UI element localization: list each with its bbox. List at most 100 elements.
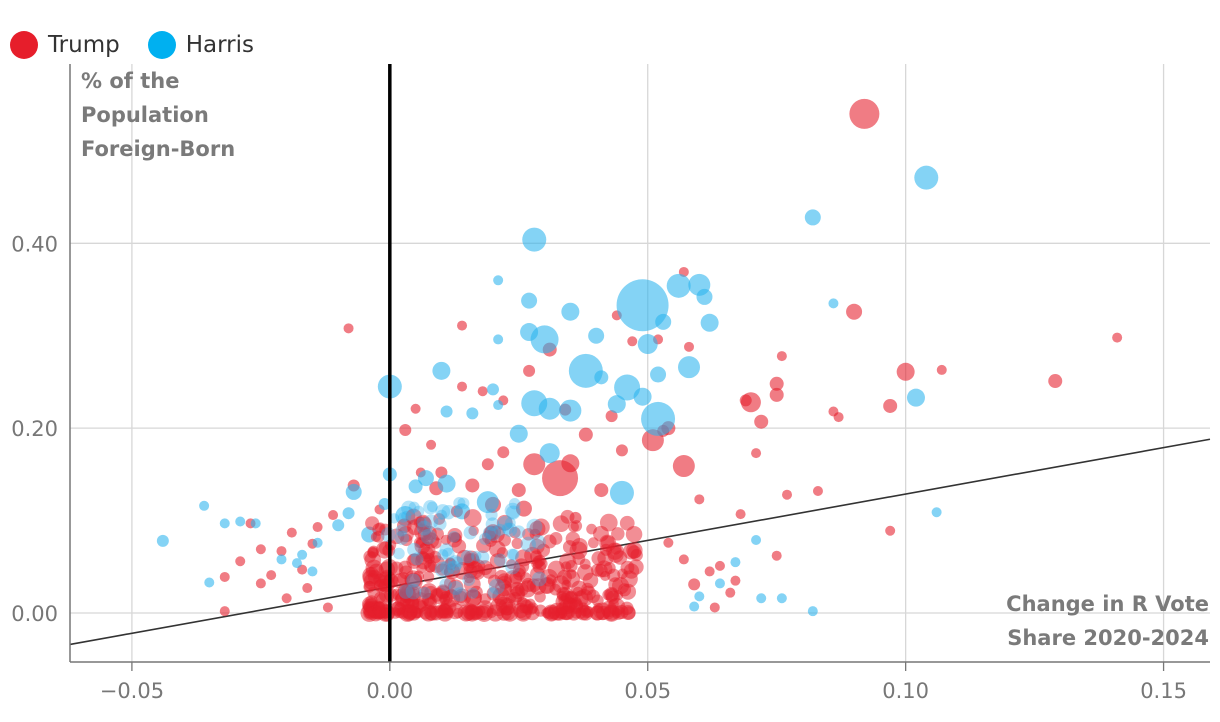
point-harris-cluster: [485, 517, 500, 532]
point-harris: [493, 400, 504, 411]
point-harris: [199, 500, 210, 511]
x-tick-label: −0.05: [100, 679, 164, 703]
legend-item-trump[interactable]: Trump: [10, 31, 120, 59]
point-trump-cluster: [560, 561, 572, 572]
point-harris: [432, 361, 451, 380]
point-trump-cluster: [511, 537, 523, 550]
point-harris: [466, 407, 479, 420]
point-trump-cluster: [447, 527, 463, 543]
point-trump: [936, 364, 947, 375]
point-trump: [735, 509, 746, 520]
legend-label-trump: Trump: [48, 32, 120, 58]
point-trump: [1048, 374, 1063, 389]
point-harris: [204, 577, 215, 588]
chart-legend: Trump Harris: [10, 31, 282, 59]
point-trump: [219, 571, 230, 582]
point-trump-cluster: [600, 535, 615, 550]
point-trump-cluster: [391, 588, 403, 600]
point-trump: [235, 556, 246, 567]
point-harris: [588, 327, 605, 344]
point-harris-cluster: [416, 517, 427, 528]
point-trump: [846, 303, 863, 320]
point-trump: [709, 602, 720, 613]
point-harris: [616, 279, 669, 332]
point-harris-cluster: [502, 522, 518, 537]
point-harris-cluster: [506, 548, 519, 561]
point-trump: [828, 406, 839, 417]
point-harris-cluster: [420, 528, 437, 545]
point-trump: [812, 486, 823, 497]
point-trump-cluster: [368, 545, 380, 557]
point-harris-cluster: [520, 536, 536, 553]
x-tick-label: 0.15: [1140, 679, 1187, 703]
point-harris-cluster: [426, 501, 438, 513]
point-harris-cluster: [406, 573, 421, 588]
point-harris-cluster: [531, 571, 547, 587]
point-trump-cluster: [477, 560, 493, 576]
point-trump-cluster: [436, 585, 451, 600]
point-harris: [689, 601, 700, 612]
x-tick-label: 0.00: [366, 679, 413, 703]
point-trump: [477, 386, 488, 397]
point-trump: [714, 560, 725, 571]
point-harris-cluster: [433, 517, 447, 531]
point-harris: [156, 534, 169, 547]
point-harris-cluster: [482, 526, 496, 540]
point-harris-cluster: [407, 542, 421, 557]
point-trump-cluster: [506, 559, 517, 570]
point-trump-cluster: [534, 591, 546, 603]
point-harris-cluster: [453, 497, 466, 510]
point-trump-cluster: [565, 531, 581, 547]
x-tick-label: 0.05: [624, 679, 671, 703]
point-harris-cluster: [416, 520, 432, 536]
point-trump-cluster: [372, 523, 386, 536]
point-trump-cluster: [397, 525, 414, 543]
point-harris: [235, 516, 246, 527]
point-trump: [672, 455, 695, 478]
point-trump-cluster: [547, 560, 565, 578]
point-harris-cluster: [487, 587, 499, 599]
point-harris: [291, 558, 302, 569]
point-trump: [328, 510, 339, 521]
point-trump-cluster: [619, 515, 635, 531]
point-trump-cluster: [463, 560, 475, 572]
point-harris: [730, 557, 741, 568]
point-trump-cluster: [530, 550, 543, 563]
trend-line-layer: [69, 438, 1211, 646]
point-trump: [1112, 332, 1123, 343]
point-harris-cluster: [439, 578, 452, 591]
point-trump-cluster: [374, 591, 386, 604]
point-trump: [465, 478, 480, 493]
point-harris: [476, 491, 499, 514]
point-harris-cluster: [479, 532, 492, 545]
point-harris: [342, 507, 355, 520]
point-harris-cluster: [401, 500, 417, 516]
point-trump: [782, 489, 793, 500]
point-harris-cluster: [397, 512, 409, 523]
point-harris-cluster: [512, 525, 526, 539]
point-harris-cluster: [504, 502, 521, 519]
legend-swatch-harris: [147, 31, 176, 59]
point-trump-cluster: [517, 596, 528, 608]
point-trump-cluster: [365, 567, 376, 578]
point-harris: [700, 313, 719, 332]
point-harris-cluster: [441, 505, 456, 520]
point-harris: [614, 374, 641, 401]
point-harris: [538, 397, 561, 420]
legend-swatch-trump: [10, 31, 38, 59]
point-harris: [559, 399, 582, 422]
point-trump-cluster: [509, 526, 521, 539]
point-trump: [663, 537, 674, 548]
point-trump: [426, 439, 437, 450]
point-trump-cluster: [605, 588, 619, 602]
point-harris: [378, 497, 391, 510]
point-harris-cluster: [405, 583, 422, 600]
point-trump-cluster: [514, 604, 532, 622]
legend-item-harris[interactable]: Harris: [147, 31, 254, 59]
point-harris-cluster: [462, 573, 476, 587]
point-harris: [756, 593, 767, 604]
point-trump: [515, 500, 532, 517]
point-harris: [655, 313, 672, 330]
point-harris: [807, 606, 818, 617]
